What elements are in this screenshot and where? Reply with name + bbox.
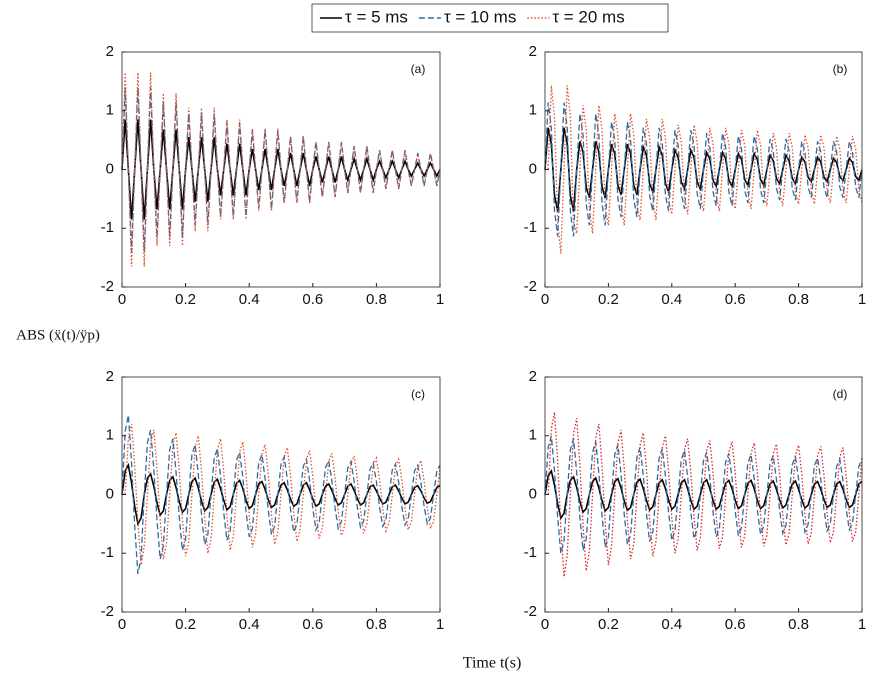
x-tick-label: 1 xyxy=(436,291,444,308)
data-line xyxy=(544,435,863,554)
x-tick-label: 0.2 xyxy=(175,616,196,633)
y-tick-label: -2 xyxy=(101,603,114,620)
y-tick-label: -1 xyxy=(101,219,114,236)
x-tick-label: 0 xyxy=(541,616,549,633)
y-tick-label: 1 xyxy=(106,102,114,119)
legend: τ = 5 ms τ = 10 ms τ = 20 ms xyxy=(320,7,625,26)
y-tick-label: 0 xyxy=(106,160,114,177)
legend-label: τ = 5 ms xyxy=(345,7,408,26)
legend-label: τ = 10 ms xyxy=(444,7,516,26)
y-tick-label: 2 xyxy=(106,368,114,385)
y-tick-label: 0 xyxy=(106,485,114,502)
x-tick-label: 1 xyxy=(858,616,866,633)
data-line xyxy=(121,415,441,574)
y-tick-label: -1 xyxy=(101,544,114,561)
legend-box xyxy=(311,3,669,33)
x-tick-label: 0 xyxy=(541,291,549,308)
data-line xyxy=(121,119,441,220)
x-tick-label: 0.8 xyxy=(788,291,809,308)
data-line xyxy=(121,462,441,527)
x-axis-label: Time t(s) xyxy=(463,655,522,672)
data-line xyxy=(545,412,863,577)
x-tick-label: 0.2 xyxy=(598,616,619,633)
x-tick-label: 0.8 xyxy=(788,616,809,633)
y-tick-label: 0 xyxy=(529,160,537,177)
x-tick-label: 0.6 xyxy=(725,291,746,308)
y-tick-label: 2 xyxy=(106,43,114,60)
x-tick-label: 0.8 xyxy=(366,291,387,308)
data-line xyxy=(544,102,863,237)
panel-label: (c) xyxy=(411,387,425,401)
y-axis-label: ABS (ẍ(t)/ÿp) xyxy=(16,327,100,343)
x-tick-label: 0 xyxy=(118,291,126,308)
y-tick-label: -2 xyxy=(524,603,537,620)
x-tick-label: 0.4 xyxy=(239,616,260,633)
data-line xyxy=(544,469,863,520)
x-tick-label: 0.6 xyxy=(302,291,323,308)
y-tick-label: 2 xyxy=(529,43,537,60)
panel-label: (d) xyxy=(833,387,848,401)
x-tick-label: 0.8 xyxy=(366,616,387,633)
x-tick-label: 1 xyxy=(858,291,866,308)
legend-label: τ = 20 ms xyxy=(552,7,624,26)
x-tick-label: 0.4 xyxy=(661,291,682,308)
panel-label: (a) xyxy=(411,62,426,76)
panel-label: (b) xyxy=(833,62,848,76)
y-tick-label: -2 xyxy=(524,278,537,295)
y-tick-label: -2 xyxy=(101,278,114,295)
x-tick-label: 0.4 xyxy=(239,291,260,308)
x-tick-label: 1 xyxy=(436,616,444,633)
data-line xyxy=(122,423,441,566)
y-tick-label: 1 xyxy=(529,427,537,444)
y-tick-label: 0 xyxy=(529,485,537,502)
y-tick-label: 1 xyxy=(529,102,537,119)
x-tick-label: 0.6 xyxy=(725,616,746,633)
y-tick-label: -1 xyxy=(524,219,537,236)
y-tick-label: -1 xyxy=(524,544,537,561)
y-tick-label: 1 xyxy=(106,427,114,444)
x-tick-label: 0.2 xyxy=(598,291,619,308)
panel: 0 0.2 0.4 0.6 0.8 1 -2 -1 0 1 2 (c) xyxy=(101,368,445,633)
x-tick-label: 0.2 xyxy=(175,291,196,308)
x-tick-label: 0 xyxy=(118,616,126,633)
x-tick-label: 0.4 xyxy=(661,616,682,633)
x-tick-label: 0.6 xyxy=(302,616,323,633)
panel: 0 0.2 0.4 0.6 0.8 1 -2 -1 0 1 2 (b) xyxy=(524,43,867,308)
panel: 0 0.2 0.4 0.6 0.8 1 -2 -1 0 1 2 (d) xyxy=(524,368,867,633)
panel: 0 0.2 0.4 0.6 0.8 1 -2 -1 0 1 2 (a) xyxy=(101,43,445,308)
y-tick-label: 2 xyxy=(529,368,537,385)
